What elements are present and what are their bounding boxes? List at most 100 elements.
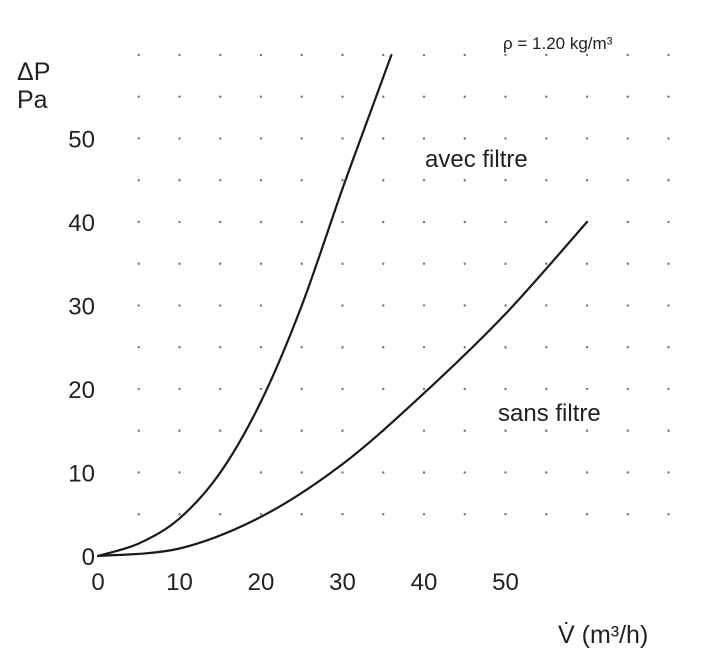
series-label-avec-filtre: avec filtre xyxy=(425,146,528,173)
grid-dot xyxy=(219,513,222,516)
grid-dot xyxy=(667,387,670,391)
grid-dot xyxy=(300,53,303,57)
grid-dot xyxy=(667,179,670,182)
grid-dot xyxy=(341,304,344,307)
y-tick-label: 0 xyxy=(82,544,95,571)
x-tick-label: 50 xyxy=(492,569,519,596)
grid-dot xyxy=(341,220,344,224)
grid-dot xyxy=(504,53,507,57)
curves xyxy=(96,53,589,558)
grid-dot xyxy=(422,429,426,432)
x-tick-labels: 0 10 20 30 40 50 xyxy=(91,569,519,596)
y-tick-labels: 0 10 20 30 40 50 xyxy=(68,127,95,572)
grid-dot xyxy=(382,262,385,265)
density-annotation: ρ = 1.20 kg/m³ xyxy=(503,34,613,53)
grid-dot xyxy=(382,346,385,349)
grid-dot xyxy=(341,137,344,140)
grid-dot xyxy=(300,429,303,432)
grid-dot xyxy=(259,262,263,265)
y-tick-label: 40 xyxy=(68,210,95,237)
grid-dot xyxy=(137,346,140,349)
grid-dot xyxy=(422,137,426,140)
grid-dot xyxy=(667,471,670,474)
grid-dot xyxy=(178,262,181,265)
grid-dot xyxy=(341,262,344,265)
grid-dot xyxy=(382,53,385,57)
grid-dot xyxy=(585,471,589,474)
grid-dot xyxy=(463,471,466,474)
grid-dot xyxy=(300,220,303,224)
grid-dot xyxy=(300,95,303,98)
grid-dot xyxy=(300,471,303,474)
grid-dot xyxy=(382,304,385,307)
grid-dot xyxy=(504,471,507,474)
x-tick-label: 40 xyxy=(411,569,438,596)
grid-dot xyxy=(382,387,385,391)
grid-dot xyxy=(422,304,426,307)
grid-dot xyxy=(259,513,263,516)
grid-dot xyxy=(259,220,263,224)
grid-dot xyxy=(341,346,344,349)
grid-dot xyxy=(504,179,507,182)
grid-dot xyxy=(626,137,629,140)
grid-dot xyxy=(259,137,263,140)
grid-dot xyxy=(463,262,466,265)
y-axis-label-quantity: ΔP xyxy=(17,58,50,86)
grid-dot xyxy=(219,429,222,432)
grid-dot xyxy=(585,387,589,391)
series-label-sans-filtre: sans filtre xyxy=(498,400,601,427)
grid-dot xyxy=(463,137,466,140)
grid-dot xyxy=(382,471,385,474)
grid-dot xyxy=(585,137,589,140)
grid-dot xyxy=(137,387,140,391)
x-tick-label: 20 xyxy=(248,569,275,596)
grid-dot xyxy=(137,137,140,140)
grid-dot xyxy=(545,220,548,224)
grid-dot xyxy=(341,387,344,391)
grid-dot xyxy=(463,220,466,224)
grid-dot xyxy=(219,179,222,182)
grid-dot xyxy=(259,346,263,349)
grid-dot xyxy=(219,346,222,349)
grid-dot xyxy=(178,220,181,224)
grid-dot xyxy=(259,387,263,391)
grid-dot xyxy=(545,513,548,516)
grid-dot xyxy=(137,95,140,98)
grid-dot xyxy=(137,220,140,224)
grid-dot xyxy=(667,220,670,224)
grid-dot xyxy=(178,53,181,57)
grid-dot xyxy=(341,53,344,57)
grid-dot xyxy=(422,53,426,57)
grid-dot xyxy=(178,304,181,307)
x-tick-label: 0 xyxy=(91,569,104,596)
grid-dot xyxy=(259,471,263,474)
grid-dot xyxy=(504,262,507,265)
grid-dot xyxy=(341,471,344,474)
grid-dot xyxy=(545,179,548,182)
grid-dot xyxy=(178,471,181,474)
grid-dot xyxy=(463,429,466,432)
grid-dot xyxy=(667,137,670,140)
grid-dot xyxy=(382,220,385,224)
y-axis-label-unit: Pa xyxy=(17,86,48,114)
grid-dot xyxy=(463,95,466,98)
grid-dot xyxy=(667,53,670,57)
grid-dot xyxy=(626,429,629,432)
grid-dot xyxy=(259,95,263,98)
grid-dot xyxy=(504,95,507,98)
grid-dot xyxy=(463,53,466,57)
grid-dot xyxy=(219,95,222,98)
grid-dot xyxy=(463,179,466,182)
grid-dot xyxy=(545,429,548,432)
grid-dot xyxy=(585,262,589,265)
grid-dot xyxy=(341,513,344,516)
grid-dot xyxy=(178,429,181,432)
grid-dot xyxy=(382,513,385,516)
grid-dot xyxy=(422,346,426,349)
grid-dot xyxy=(219,53,222,57)
grid-dot xyxy=(504,304,507,307)
grid-dot xyxy=(422,95,426,98)
grid-dot xyxy=(300,179,303,182)
grid-dot xyxy=(382,95,385,98)
